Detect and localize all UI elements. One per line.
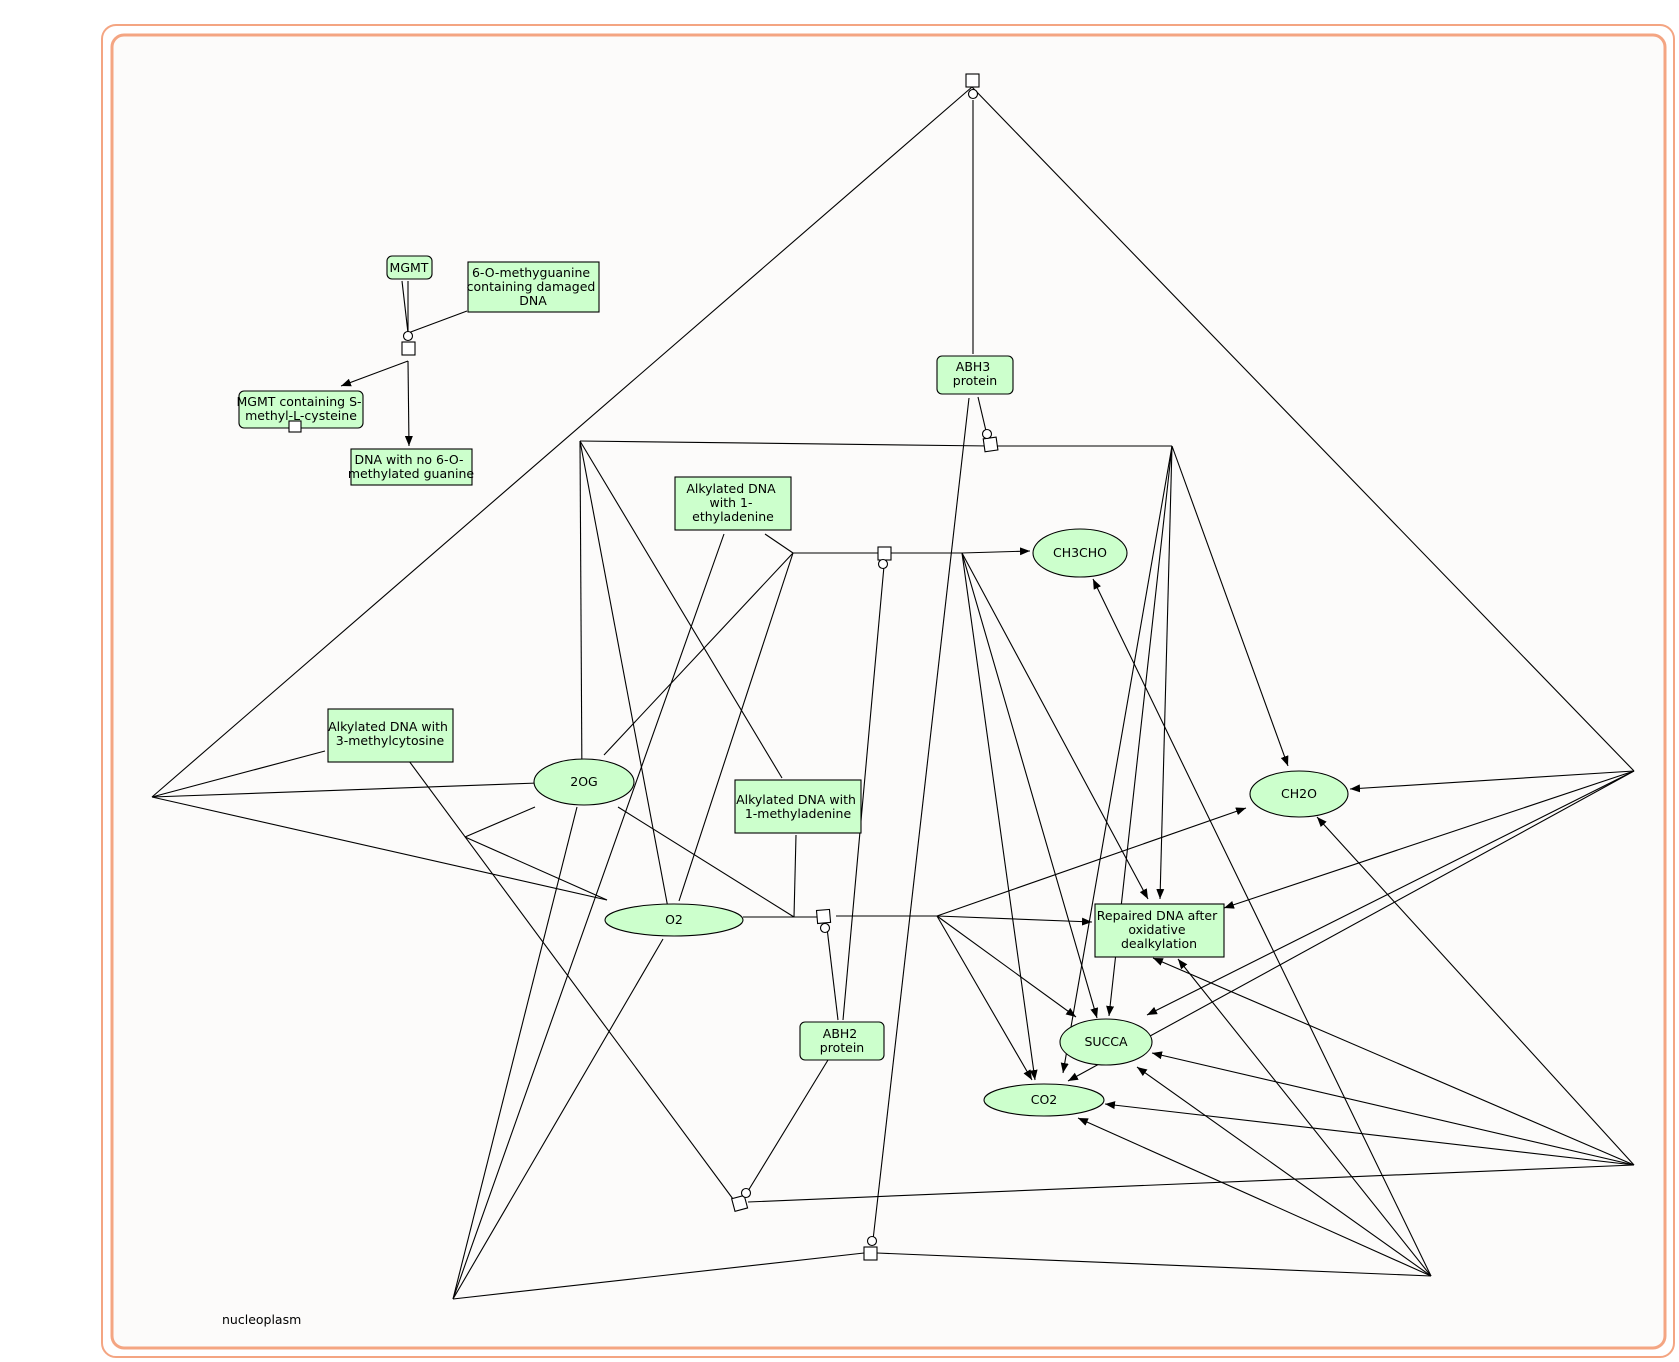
process-node-methyladenine — [815, 908, 832, 925]
svg-text:Repaired DNA after oxida: Repaired DNA after oxidative dealkylatio… — [1097, 908, 1221, 951]
node-abh2-protein[interactable]: ABH2 protein — [799, 1021, 885, 1061]
node-co2[interactable]: CO2 — [983, 1083, 1105, 1117]
svg-text:MGMT containing S- methy: MGMT containing S- methyl-L-cysteine — [237, 394, 366, 423]
node-2og[interactable]: 2OG — [533, 758, 635, 806]
svg-text:O2: O2 — [665, 912, 683, 927]
node-ch2o[interactable]: CH2O — [1249, 770, 1349, 818]
svg-text:Alkylated DNA with 3-met: Alkylated DNA with 3-methylcytosine — [328, 719, 452, 748]
svg-text:6-O-methyguanine contain: 6-O-methyguanine containing damaged DNA — [467, 265, 600, 308]
catalysis-marker-top — [967, 88, 979, 100]
process-node-abh3-upper — [982, 436, 999, 453]
svg-text:CH2O: CH2O — [1281, 786, 1317, 801]
compartment-label: nucleoplasm — [222, 1312, 301, 1327]
svg-text:MGMT: MGMT — [390, 260, 429, 275]
process-node-bottom — [863, 1246, 878, 1261]
node-succa[interactable]: SUCCA — [1059, 1018, 1153, 1066]
catalysis-marker-methyladenine — [819, 922, 831, 934]
svg-text:Alkylated DNA with 1-met: Alkylated DNA with 1-methyladenine — [736, 792, 860, 821]
node-methyladenine-dna[interactable]: Alkylated DNA with 1-methyladenine — [734, 779, 862, 834]
process-node-top — [965, 73, 980, 88]
process-node-ethyl — [877, 546, 892, 561]
process-markers — [401, 73, 999, 1261]
node-damaged-dna[interactable]: 6-O-methyguanine containing damaged DNA — [467, 261, 600, 313]
compartment-outer-border — [101, 24, 1675, 1358]
node-ch3cho[interactable]: CH3CHO — [1032, 528, 1128, 578]
nucleoplasm-compartment — [110, 33, 1667, 1350]
svg-text:SUCCA: SUCCA — [1084, 1034, 1128, 1049]
node-abh3-protein[interactable]: ABH3 protein — [936, 355, 1014, 395]
node-o2[interactable]: O2 — [604, 903, 744, 937]
node-mgmt-cysteine[interactable]: MGMT containing S- methyl-L-cysteine — [237, 390, 366, 433]
process-node-mgmt — [401, 341, 416, 356]
node-methylcytosine-dna[interactable]: Alkylated DNA with 3-methylcytosine — [327, 708, 454, 763]
svg-text:ABH3 protein: ABH3 protein — [953, 359, 997, 388]
catalysis-marker-mgmt — [402, 330, 414, 342]
catalysis-marker-abh3-upper — [981, 428, 993, 440]
catalysis-marker-ethyl — [877, 558, 889, 570]
svg-text:DNA with no 6-O- methyla: DNA with no 6-O- methylated guanine — [348, 452, 475, 481]
node-repaired-dna[interactable]: Repaired DNA after oxidative dealkylatio… — [1094, 903, 1225, 958]
catalysis-marker-bottom — [866, 1235, 878, 1247]
svg-text:CO2: CO2 — [1031, 1092, 1058, 1107]
edges — [151, 86, 1635, 1300]
svg-text:CH3CHO: CH3CHO — [1053, 545, 1107, 560]
process-node-methylcytosine — [730, 1194, 749, 1212]
svg-text:Alkylated DNA with 1-: Alkylated DNA with 1- ethyladenine — [686, 481, 779, 524]
node-ethyladenine-dna[interactable]: Alkylated DNA with 1- ethyladenine — [674, 476, 792, 531]
svg-text:ABH2 protein: ABH2 protein — [820, 1026, 864, 1055]
catalysis-marker-methylcytosine — [740, 1187, 752, 1199]
svg-text:2OG: 2OG — [570, 774, 597, 789]
node-mgmt[interactable]: MGMT — [386, 255, 433, 280]
node-dna-no-methylguanine[interactable]: DNA with no 6-O- methylated guanine — [348, 448, 475, 486]
